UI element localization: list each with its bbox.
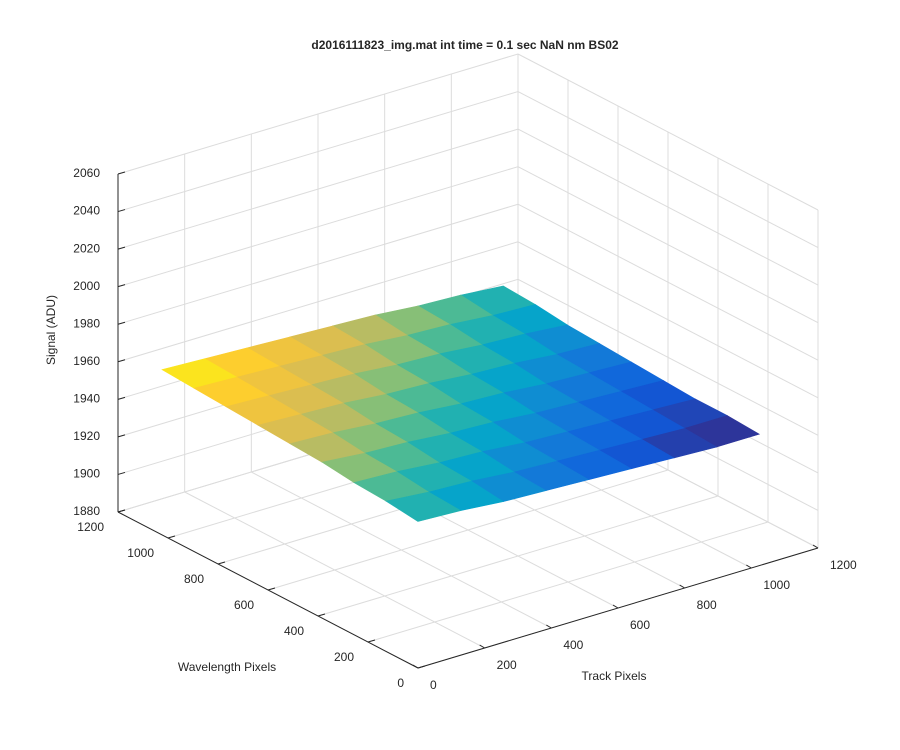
z-tick-label: 2020 <box>73 241 100 255</box>
grid-line <box>517 166 819 324</box>
grid-line <box>117 91 519 213</box>
y-tick-label: 200 <box>334 650 354 664</box>
tick-mark <box>117 246 126 250</box>
tick-mark <box>217 561 226 565</box>
tick-mark <box>479 644 485 649</box>
grid-line <box>517 91 819 248</box>
x-tick-label: 800 <box>697 598 717 612</box>
y-axis-label: Wavelength Pixels <box>178 660 276 674</box>
z-tick-label: 1940 <box>73 392 100 406</box>
grid-line <box>517 241 819 399</box>
tick-mark <box>117 359 126 363</box>
z-tick-label: 1900 <box>73 467 100 481</box>
tick-mark <box>417 665 426 669</box>
x-tick-label: 1000 <box>763 578 790 592</box>
tick-mark <box>117 284 126 288</box>
grid-line <box>117 241 519 363</box>
tick-mark <box>317 613 326 617</box>
y-tick-label: 800 <box>184 572 204 586</box>
y-tick-label: 1200 <box>77 520 104 534</box>
tick-mark <box>679 584 685 589</box>
z-tick-label: 2060 <box>73 166 100 180</box>
x-tick-label: 600 <box>630 618 650 632</box>
tick-mark <box>117 509 126 513</box>
grid-line <box>317 495 719 617</box>
tick-mark <box>117 471 126 475</box>
tick-mark <box>167 535 176 539</box>
tick-mark <box>117 434 126 438</box>
tick-mark <box>546 624 552 629</box>
surface-cell <box>385 491 462 522</box>
grid-line <box>117 128 519 250</box>
tick-mark <box>746 564 752 569</box>
z-axis-label: Signal (ADU) <box>44 295 58 365</box>
z-tick-label: 1960 <box>73 354 100 368</box>
grid-line <box>517 203 819 361</box>
tick-mark <box>812 544 819 549</box>
grid-line <box>517 278 819 436</box>
y-tick-label: 1000 <box>127 546 154 560</box>
y-tick-label: 400 <box>284 624 304 638</box>
tick-mark <box>117 171 126 175</box>
x-tick-label: 400 <box>563 638 583 652</box>
y-tick-label: 0 <box>397 676 404 690</box>
chart-title: d2016111823_img.mat int time = 0.1 sec N… <box>311 38 618 52</box>
z-tick-label: 2000 <box>73 279 100 293</box>
x-axis-label: Track Pixels <box>582 669 647 683</box>
grid-line <box>367 521 769 643</box>
tick-mark <box>117 209 126 213</box>
grid-line <box>117 53 519 175</box>
grid-line <box>517 128 819 286</box>
tick-mark <box>612 604 619 609</box>
grid-line <box>117 203 519 325</box>
x-tick-label: 1200 <box>830 558 857 572</box>
grid-line <box>117 166 519 288</box>
z-tick-label: 1920 <box>73 429 100 443</box>
tick-mark <box>412 664 419 669</box>
tick-mark <box>267 587 276 591</box>
tick-mark <box>117 321 126 325</box>
x-tick-label: 200 <box>497 658 517 672</box>
x-tick-label: 0 <box>430 678 437 692</box>
tick-mark <box>367 639 376 643</box>
z-tick-label: 1880 <box>73 504 100 518</box>
z-tick-label: 2040 <box>73 204 100 218</box>
grid-line <box>267 469 669 591</box>
tick-mark <box>117 396 126 400</box>
y-tick-label: 600 <box>234 598 254 612</box>
grid-line <box>517 53 819 211</box>
z-tick-label: 1980 <box>73 316 100 330</box>
